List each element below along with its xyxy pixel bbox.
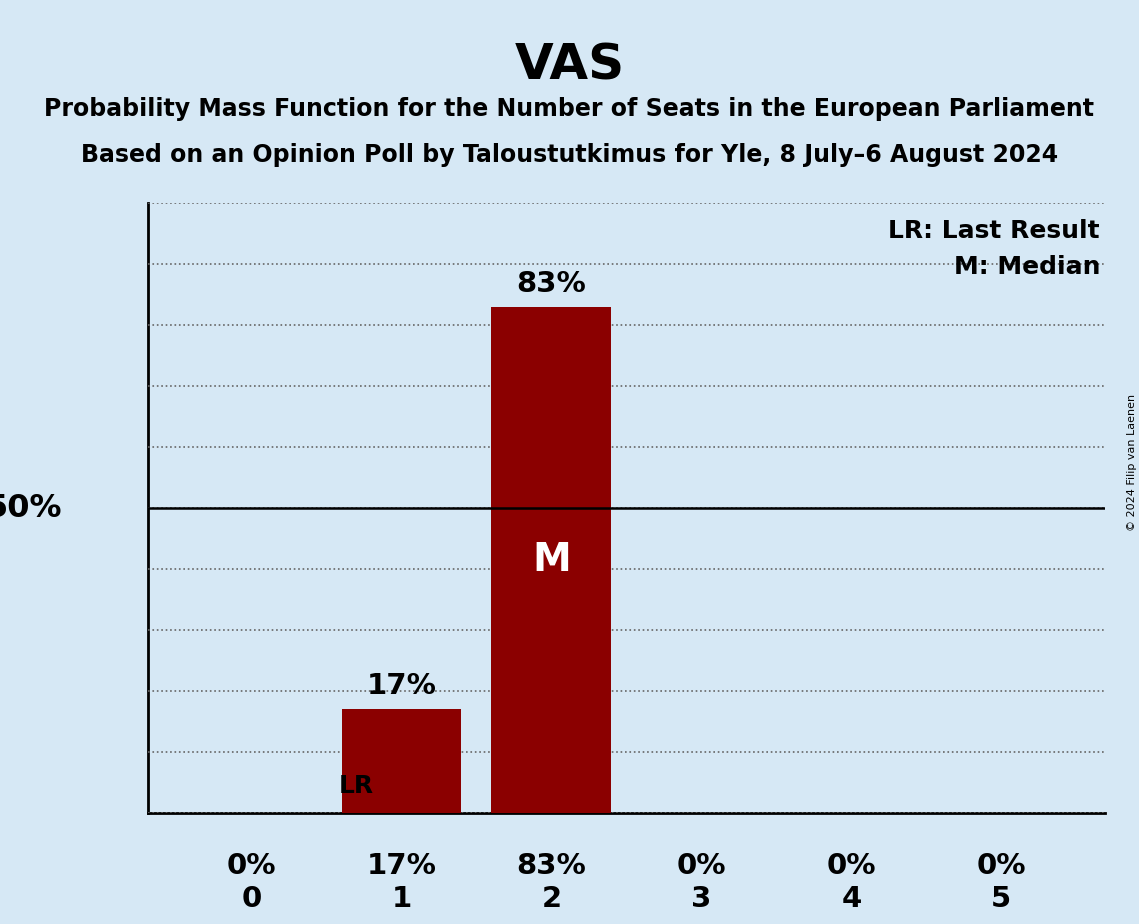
Bar: [492, 307, 612, 813]
Text: 0%: 0%: [976, 852, 1026, 880]
Bar: [342, 710, 461, 813]
Text: 0%: 0%: [677, 852, 727, 880]
Text: LR: Last Result: LR: Last Result: [888, 218, 1100, 242]
Text: 17%: 17%: [367, 673, 436, 700]
Text: 83%: 83%: [517, 270, 587, 298]
Text: 17%: 17%: [367, 852, 436, 880]
Text: M: Median: M: Median: [953, 255, 1100, 279]
Text: M: M: [532, 541, 571, 579]
Text: LR: LR: [339, 774, 374, 797]
Text: © 2024 Filip van Laenen: © 2024 Filip van Laenen: [1126, 394, 1137, 530]
Text: 0%: 0%: [227, 852, 277, 880]
Text: 50%: 50%: [0, 492, 62, 524]
Text: Probability Mass Function for the Number of Seats in the European Parliament: Probability Mass Function for the Number…: [44, 97, 1095, 121]
Text: 83%: 83%: [517, 852, 587, 880]
Text: VAS: VAS: [515, 42, 624, 90]
Text: 0%: 0%: [827, 852, 876, 880]
Text: Based on an Opinion Poll by Taloustutkimus for Yle, 8 July–6 August 2024: Based on an Opinion Poll by Taloustutkim…: [81, 143, 1058, 167]
